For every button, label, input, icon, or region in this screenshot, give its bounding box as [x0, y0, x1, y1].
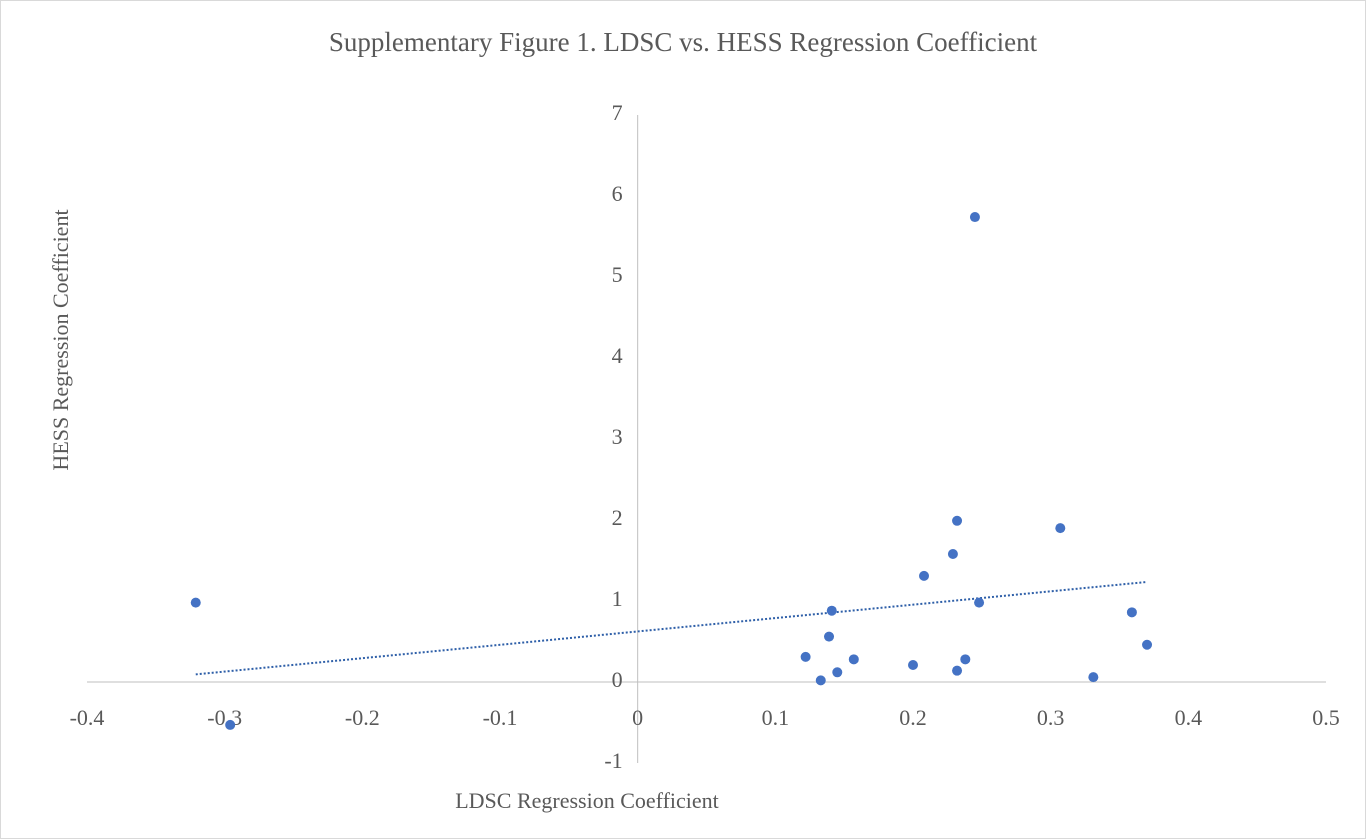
x-tick-label: 0.2 — [899, 705, 927, 730]
x-tick-label: 0 — [632, 705, 643, 730]
scatter-point — [952, 515, 963, 526]
y-tick-label: 6 — [612, 181, 623, 206]
scatter-point — [947, 549, 958, 560]
scatter-point — [1126, 607, 1137, 618]
scatter-point — [190, 597, 201, 608]
scatter-point — [824, 631, 835, 642]
x-tick-label: -0.3 — [207, 705, 242, 730]
y-tick-label: 2 — [612, 505, 623, 530]
y-axis-label: HESS Regression Coefficient — [48, 209, 73, 470]
x-tick-label: -0.1 — [483, 705, 518, 730]
x-axis-label: LDSC Regression Coefficient — [455, 788, 719, 813]
y-tick-label: 7 — [612, 100, 623, 125]
scatter-point — [969, 212, 980, 223]
scatter-point — [815, 675, 826, 686]
y-tick-label: 1 — [612, 586, 623, 611]
y-tick-label: 5 — [612, 262, 623, 287]
scatter-point — [800, 651, 811, 662]
chart-title: Supplementary Figure 1. LDSC vs. HESS Re… — [329, 27, 1038, 57]
x-tick-label: 0.5 — [1312, 705, 1340, 730]
scatter-point — [974, 597, 985, 608]
scatter-point — [848, 654, 859, 665]
scatter-point — [919, 570, 930, 581]
trendline — [195, 580, 1148, 676]
y-tick-label: 0 — [612, 667, 623, 692]
scatter-point — [826, 605, 837, 616]
x-tick-label: -0.2 — [345, 705, 380, 730]
scatter-point — [908, 659, 918, 670]
x-tick-label: -0.4 — [70, 705, 105, 730]
scatter-point — [1142, 639, 1153, 650]
y-tick-label: 3 — [612, 424, 623, 449]
y-tick-label: 4 — [612, 343, 623, 368]
x-tick-label: 0.1 — [762, 705, 790, 730]
scatter-point — [1055, 523, 1066, 534]
x-tick-label: 0.3 — [1037, 705, 1065, 730]
scatter-point — [832, 667, 843, 678]
scatter-point — [952, 665, 963, 676]
y-tick-label: -1 — [604, 748, 622, 773]
scatter-point — [960, 654, 971, 665]
scatter-point — [225, 719, 236, 730]
scatter-point — [1088, 672, 1099, 683]
x-tick-label: 0.4 — [1175, 705, 1203, 730]
